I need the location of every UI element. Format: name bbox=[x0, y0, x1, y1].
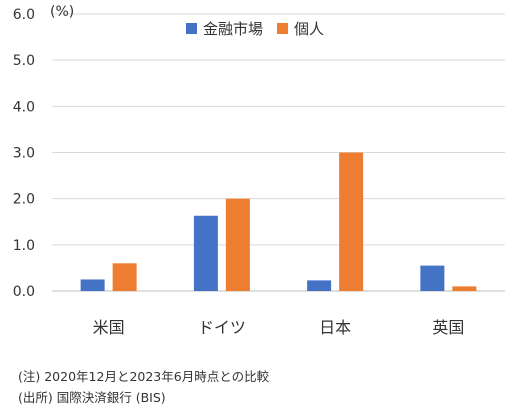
bar-series-1 bbox=[80, 279, 105, 291]
y-tick-label: 0.0 bbox=[13, 284, 35, 300]
y-tick-label: 4.0 bbox=[13, 99, 35, 115]
y-tick-label: 1.0 bbox=[13, 238, 35, 254]
x-tick-label: 米国 bbox=[93, 318, 125, 337]
x-tick-label: ドイツ bbox=[198, 318, 246, 337]
x-tick-label: 英国 bbox=[432, 318, 464, 337]
legend-item-series-2: 個人 bbox=[277, 18, 324, 39]
chart-legend: 金融市場 個人 bbox=[186, 18, 324, 39]
bar-series-2 bbox=[339, 152, 364, 291]
note-source: (出所) 国際決済銀行 (BIS) bbox=[18, 390, 166, 405]
y-tick-label: 5.0 bbox=[13, 53, 35, 69]
bar-series-1 bbox=[193, 215, 218, 291]
bar-series-1 bbox=[420, 265, 445, 291]
legend-swatch-series-1 bbox=[186, 23, 197, 34]
legend-item-series-1: 金融市場 bbox=[186, 18, 263, 39]
chart-canvas: 0.0 1.0 2.0 3.0 4.0 5.0 6.0 米国 ドイツ 日本 英国 bbox=[13, 7, 505, 337]
legend-swatch-series-2 bbox=[277, 23, 289, 34]
y-axis-unit-label: (%) bbox=[50, 4, 75, 20]
legend-label-series-2: 個人 bbox=[294, 20, 325, 38]
chart-notes: (注) 2020年12月と2023年6月時点との比較 (出所) 国際決済銀行 (… bbox=[18, 366, 269, 408]
bar-series-1 bbox=[307, 280, 332, 291]
bar-series-2 bbox=[225, 198, 250, 291]
bar-series-2 bbox=[112, 263, 137, 291]
bar-series-2 bbox=[452, 286, 477, 291]
y-tick-label: 2.0 bbox=[13, 192, 35, 208]
note-comparison-period: (注) 2020年12月と2023年6月時点との比較 bbox=[18, 369, 270, 384]
y-tick-label: 3.0 bbox=[13, 146, 35, 162]
bar-chart: 0.0 1.0 2.0 3.0 4.0 5.0 6.0 米国 ドイツ 日本 英国 (%) 金融市場 … bbox=[13, 4, 505, 337]
x-tick-label: 日本 bbox=[319, 318, 351, 337]
y-tick-label: 6.0 bbox=[13, 7, 35, 23]
legend-label-series-1: 金融市場 bbox=[203, 20, 264, 38]
